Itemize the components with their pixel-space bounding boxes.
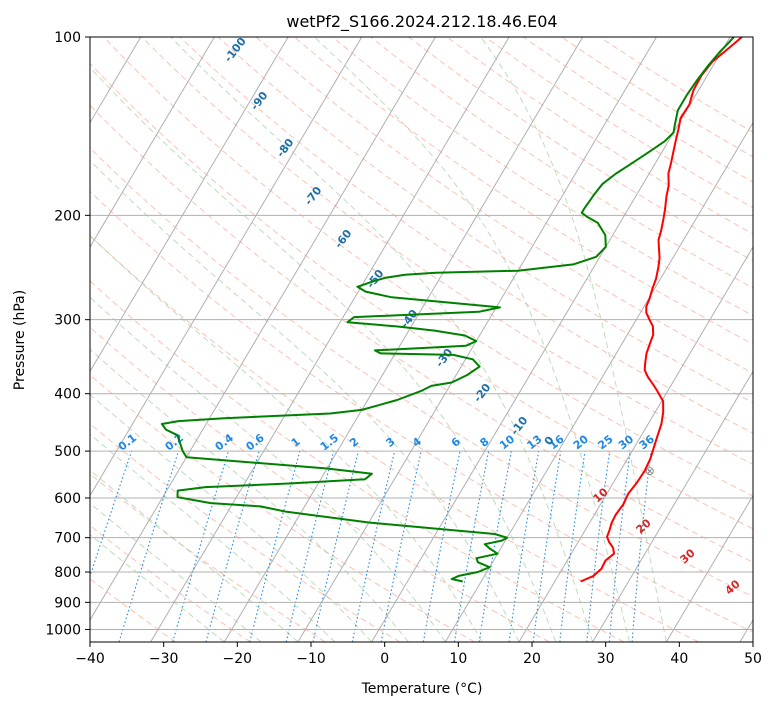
x-tick-label: −20 — [223, 651, 253, 667]
y-tick-label: 400 — [54, 387, 81, 403]
x-tick-label: −30 — [149, 651, 179, 667]
y-axis-label: Pressure (hPa) — [12, 290, 28, 390]
x-tick-label: 10 — [449, 651, 467, 667]
y-tick-label: 200 — [54, 208, 81, 224]
y-tick-label: 100 — [54, 30, 81, 46]
x-axis-label: Temperature (°C) — [361, 681, 483, 697]
y-tick-label: 700 — [54, 531, 81, 547]
lcl-marker: ⊗ — [645, 464, 655, 478]
y-tick-label: 300 — [54, 313, 81, 329]
x-tick-label: 50 — [744, 651, 762, 667]
y-tick-label: 800 — [54, 565, 81, 581]
y-tick-label: 1000 — [45, 622, 81, 638]
x-tick-label: −40 — [75, 651, 105, 667]
x-tick-label: 0 — [380, 651, 389, 667]
x-tick-label: 40 — [670, 651, 688, 667]
y-tick-label: 600 — [54, 491, 81, 507]
x-tick-label: −10 — [296, 651, 326, 667]
x-tick-label: 30 — [597, 651, 615, 667]
x-tick-label: 20 — [523, 651, 541, 667]
chart-title: wetPf2_S166.2024.212.18.46.E04 — [286, 12, 557, 32]
y-tick-label: 500 — [54, 444, 81, 460]
y-tick-label: 900 — [54, 595, 81, 611]
